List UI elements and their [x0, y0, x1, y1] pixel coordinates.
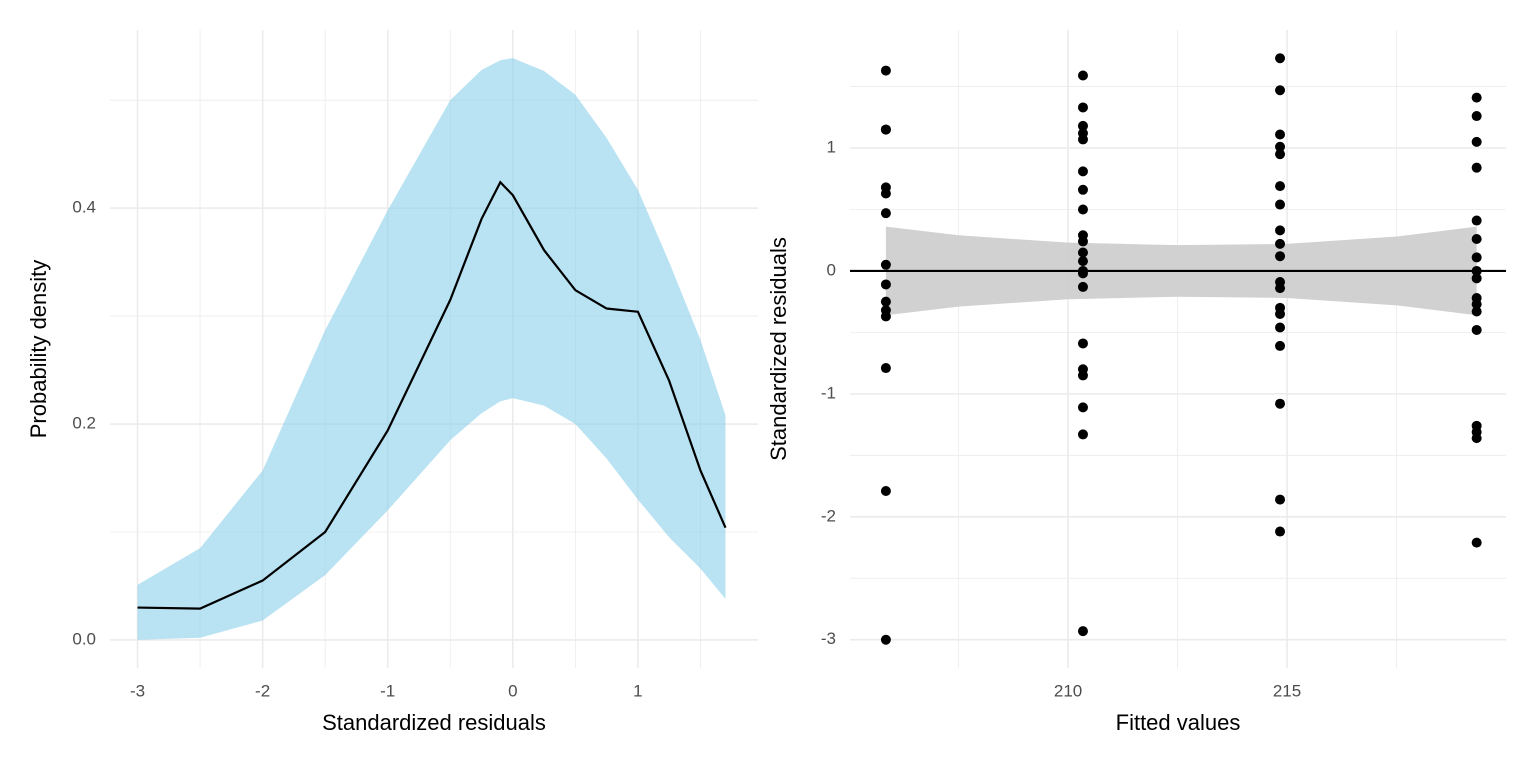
y-tick-label: -3	[821, 629, 836, 648]
point	[1275, 129, 1286, 140]
point	[1471, 111, 1482, 122]
point	[1077, 402, 1088, 413]
point	[1275, 141, 1286, 152]
point	[1275, 53, 1286, 64]
y-axis-title: Probability density	[26, 260, 51, 439]
y-tick-label: 0.2	[72, 414, 96, 433]
x-tick-label: -3	[130, 681, 145, 700]
point	[1275, 398, 1286, 409]
point	[1471, 306, 1482, 317]
point	[1077, 184, 1088, 195]
x-tick-label: 1	[633, 681, 642, 700]
point	[1471, 215, 1482, 226]
point	[1471, 299, 1482, 310]
point	[1471, 136, 1482, 147]
point	[1077, 70, 1088, 81]
point	[880, 188, 891, 199]
point	[1077, 236, 1088, 247]
point	[1077, 166, 1088, 177]
point	[1077, 247, 1088, 258]
point	[880, 124, 891, 135]
point	[1275, 238, 1286, 249]
point	[1275, 526, 1286, 537]
point	[1275, 181, 1286, 192]
point	[880, 208, 891, 219]
y-tick-label: 0.4	[72, 198, 96, 217]
point	[1077, 204, 1088, 215]
point	[1077, 102, 1088, 113]
point	[880, 296, 891, 307]
x-tick-label: -2	[255, 681, 270, 700]
point	[1077, 338, 1088, 349]
point	[1077, 256, 1088, 267]
point	[1077, 134, 1088, 145]
y-axis-title: Standardized residuals	[766, 237, 791, 461]
point	[1471, 92, 1482, 103]
y-tick-label: -2	[821, 506, 836, 525]
point	[880, 279, 891, 290]
point	[880, 311, 891, 322]
density-line	[137, 180, 727, 610]
point	[1471, 233, 1482, 244]
point	[880, 65, 891, 76]
point	[1077, 626, 1088, 637]
point	[1471, 537, 1482, 548]
y-tick-label: 1	[827, 137, 836, 156]
x-tick-label: -1	[380, 681, 395, 700]
point	[1275, 225, 1286, 236]
point	[1077, 120, 1088, 131]
point	[1471, 162, 1482, 173]
point	[1275, 251, 1286, 262]
point	[1275, 322, 1286, 333]
x-axis-title: Standardized residuals	[322, 710, 546, 735]
confidence-band	[137, 58, 726, 640]
point	[1471, 252, 1482, 263]
point	[880, 485, 891, 496]
y-tick-label: 0.0	[72, 629, 96, 648]
point	[880, 363, 891, 374]
y-tick-label: 0	[827, 260, 836, 279]
point	[880, 259, 891, 270]
x-axis-title: Fitted values	[1116, 710, 1241, 735]
point	[880, 634, 891, 645]
point	[1275, 340, 1286, 351]
point	[1275, 85, 1286, 96]
point	[1077, 370, 1088, 381]
point	[1471, 433, 1482, 444]
y-tick-label: -1	[821, 383, 836, 402]
point	[1471, 324, 1482, 335]
point	[1275, 308, 1286, 319]
point	[1275, 283, 1286, 294]
point	[1077, 281, 1088, 292]
point	[1275, 149, 1286, 160]
point	[1275, 199, 1286, 210]
point	[1077, 429, 1088, 440]
point	[1077, 268, 1088, 279]
x-tick-label: 0	[508, 681, 517, 700]
x-tick-label: 215	[1273, 681, 1301, 700]
point	[1275, 494, 1286, 505]
point	[1471, 273, 1482, 284]
x-tick-label: 210	[1054, 681, 1082, 700]
point	[1471, 265, 1482, 276]
